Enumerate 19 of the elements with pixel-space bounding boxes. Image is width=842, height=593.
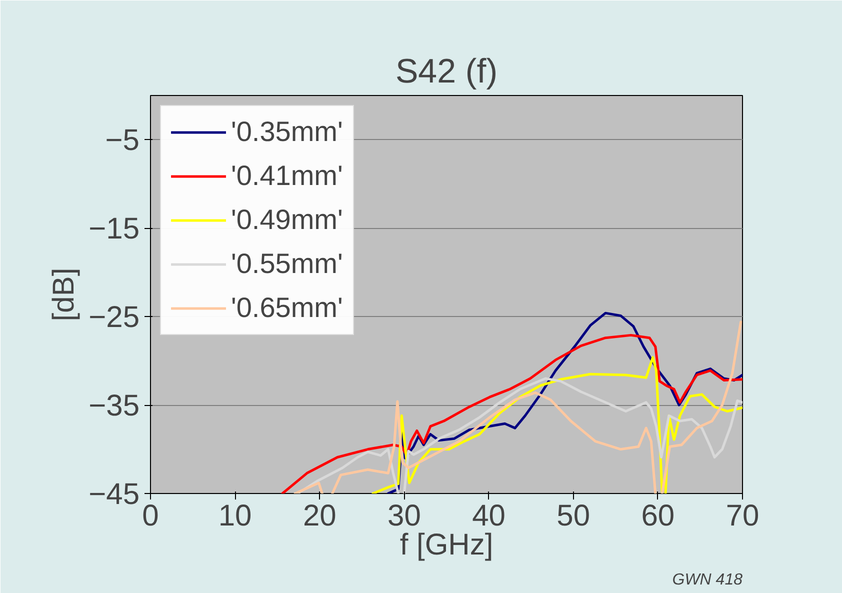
y-tick-label: −5: [105, 124, 140, 158]
legend-label: '0.41mm': [231, 160, 343, 192]
y-tick-label: −45: [88, 478, 140, 511]
x-tick-label: 50: [556, 500, 590, 532]
y-tick-label: −15: [88, 212, 140, 246]
x-tick-label: 20: [302, 500, 336, 532]
y-tick-label: −35: [88, 390, 140, 423]
chart-title: S42 (f): [395, 52, 498, 90]
x-tick-label: 60: [641, 500, 675, 532]
legend-label: '0.55mm': [231, 248, 343, 280]
x-tick-label: 70: [726, 500, 760, 532]
y-tick-label: −25: [88, 301, 140, 334]
text: GWN 418: [672, 572, 743, 588]
legend-label: '0.35mm': [231, 116, 343, 148]
x-tick-label: 0: [142, 500, 159, 532]
x-tick-label: 10: [218, 500, 252, 532]
legend-label: '0.49mm': [231, 204, 343, 236]
y-axis-title: [dB]: [48, 268, 81, 322]
legend-label: '0.65mm': [231, 292, 343, 324]
